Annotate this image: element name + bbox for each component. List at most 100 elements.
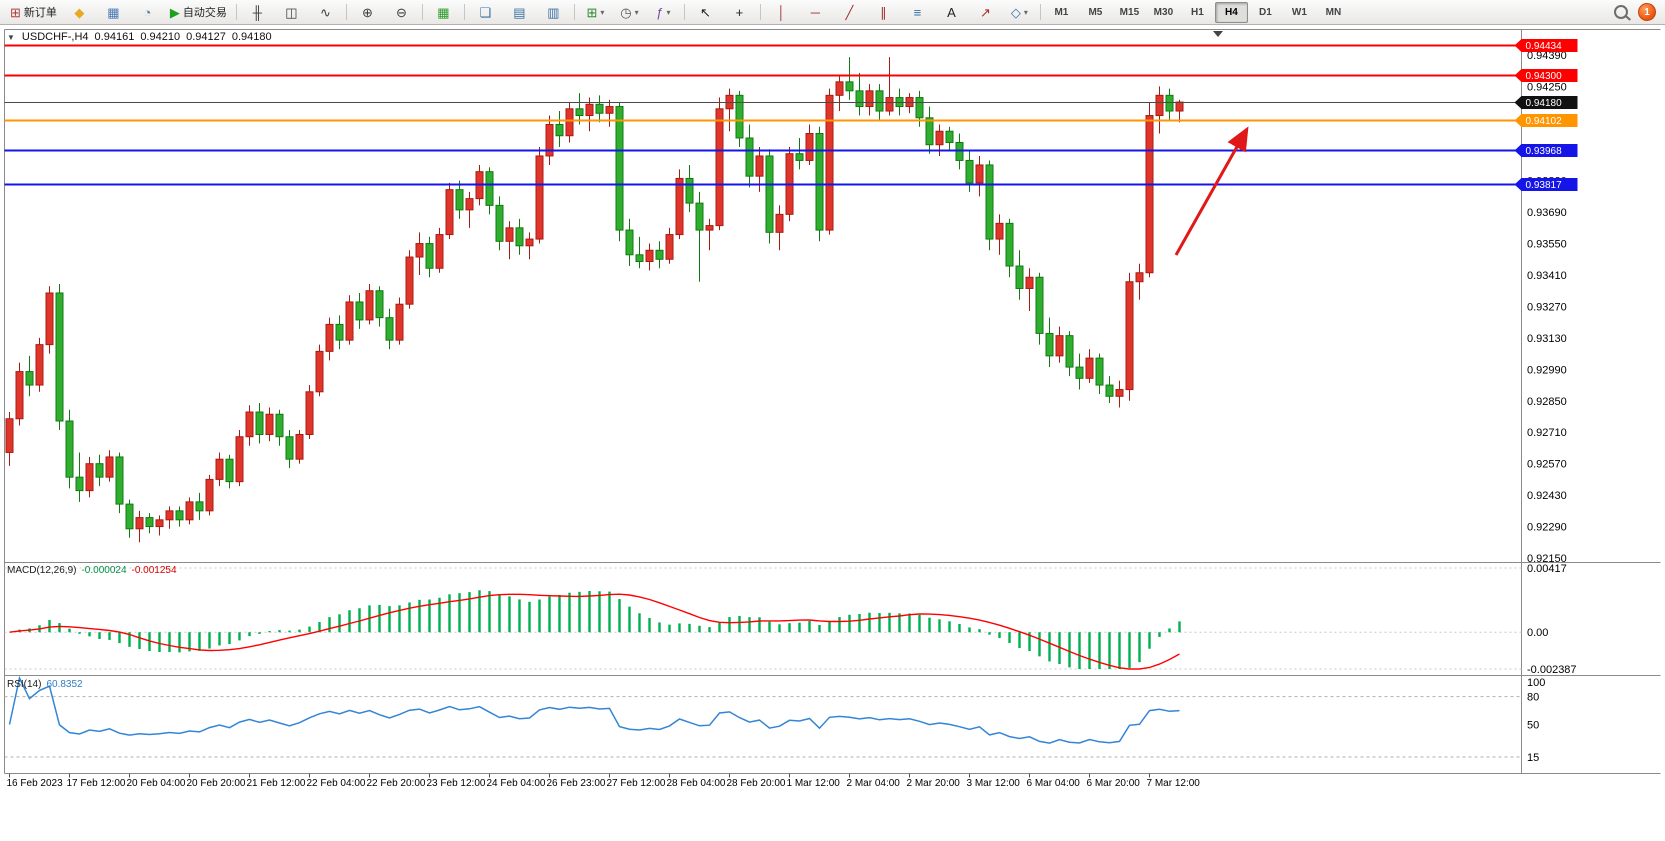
candle: [745, 137, 754, 177]
bar-chart-button[interactable]: ╫: [241, 1, 274, 24]
indicators-list-icon: ƒ: [656, 4, 664, 20]
time-axis-label: 2 Mar 20:00: [907, 778, 961, 789]
toolbar-separator: [759, 4, 761, 20]
candle: [735, 94, 744, 139]
candle: [335, 323, 344, 341]
timeframe-h4-button[interactable]: H4: [1214, 1, 1248, 23]
fibonacci-tool-button[interactable]: ≡: [901, 1, 934, 24]
candle: [935, 130, 944, 146]
timeframe-mn-button[interactable]: MN: [1325, 6, 1342, 18]
time-axis-label: 7 Mar 12:00: [1147, 778, 1201, 789]
rsi-axis-label: 50: [1527, 720, 1539, 732]
candle: [435, 234, 444, 269]
autotrading-button[interactable]: ▶ 自动交易: [165, 1, 232, 24]
timeframe-w1-button[interactable]: W1: [1291, 6, 1307, 18]
timeframe-m15-button[interactable]: M15: [1119, 6, 1140, 18]
zoom-in-button[interactable]: ⊕: [351, 1, 384, 24]
metaeditor-button[interactable]: ◆: [63, 1, 96, 24]
candle: [845, 81, 854, 92]
candle: [315, 350, 324, 393]
candle: [465, 198, 474, 211]
candle: [65, 420, 74, 478]
cursor-tool-button[interactable]: ↖: [689, 1, 722, 24]
candle: [195, 501, 204, 512]
timeframe-m1-button[interactable]: M1: [1054, 6, 1069, 18]
price-axis-label: 0.92570: [1527, 459, 1567, 471]
line-chart-button[interactable]: ∿: [309, 1, 342, 24]
new-chart-caret-icon: ▾: [600, 7, 605, 17]
candle: [615, 106, 624, 231]
tile-horizontally-button[interactable]: ▤: [503, 1, 536, 24]
candle: [555, 124, 564, 137]
arrows-tool-button[interactable]: ↗: [969, 1, 1002, 24]
chart-canvas[interactable]: 0.943900.942500.941100.939700.938300.936…: [0, 25, 1665, 841]
market-watch-button[interactable]: ▦: [97, 1, 130, 24]
timeframe-m30-button[interactable]: M30: [1153, 6, 1174, 18]
cascade-windows-icon: ❏: [479, 4, 492, 20]
tile-vertically-button[interactable]: ▥: [537, 1, 570, 24]
candle: [345, 301, 354, 341]
candle: [965, 159, 974, 184]
profiles-button[interactable]: ◷ ▾: [613, 1, 646, 24]
tile-windows-button[interactable]: ▦: [427, 1, 460, 24]
candle: [275, 413, 284, 438]
rsi-line: [8, 675, 1180, 744]
candle: [105, 456, 114, 478]
candle: [795, 153, 804, 161]
indicators-list-button[interactable]: ƒ ▾: [647, 1, 680, 24]
trendline-tool-button[interactable]: ╱: [833, 1, 866, 24]
timeframe-m5-button[interactable]: M5: [1088, 6, 1103, 18]
orange-level-line-price-label: 0.94102: [1526, 116, 1563, 127]
trendline-tool-icon: ╱: [845, 4, 854, 20]
candle: [285, 436, 294, 460]
timeframe-d1-button[interactable]: D1: [1259, 6, 1272, 18]
candle: [155, 519, 164, 528]
toolbar-separator: [421, 4, 423, 20]
candle: [855, 90, 864, 108]
autotrading-label: 自动交易: [182, 7, 227, 19]
search-button[interactable]: [1614, 5, 1628, 19]
support-line-upper-label-box: [1521, 144, 1578, 157]
new-order-button[interactable]: ⊞ 新订单: [5, 1, 62, 24]
macd-axis-label: 0.00417: [1527, 563, 1567, 575]
price-axis-label: 0.93550: [1527, 239, 1567, 251]
candle: [295, 433, 304, 460]
horizontal-line-tool-button[interactable]: ─: [799, 1, 832, 24]
candle: [175, 510, 184, 521]
crosshair-tool-button[interactable]: +: [723, 1, 756, 24]
chart-shift-marker[interactable]: [1213, 31, 1223, 37]
one-click-trading-toggle-icon[interactable]: ▼: [7, 32, 15, 42]
price-axis-label: 0.92850: [1527, 396, 1567, 408]
notification-badge[interactable]: 1: [1638, 3, 1656, 21]
new-chart-button[interactable]: ⊞ ▾: [579, 1, 612, 24]
trend-arrow[interactable]: [1174, 126, 1249, 256]
candle: [1135, 272, 1144, 283]
cascade-windows-button[interactable]: ❏: [469, 1, 502, 24]
zoom-out-button[interactable]: ⊖: [385, 1, 418, 24]
time-axis-label: 26 Feb 23:00: [547, 778, 606, 789]
orange-level-line-label-box: [1521, 114, 1578, 127]
equidistant-channel-tool-button[interactable]: ∥: [867, 1, 900, 24]
timeframe-h1-button[interactable]: H1: [1191, 6, 1204, 18]
strategy-tester-button[interactable]: ◔: [131, 1, 164, 24]
candle: [215, 458, 224, 480]
candle: [125, 503, 134, 530]
candle: [505, 227, 514, 242]
candle: [245, 411, 254, 438]
ohlc-close-value: 0.94180: [231, 31, 272, 43]
time-axis-label: 28 Feb 04:00: [667, 778, 726, 789]
time-axis-label: 28 Feb 20:00: [727, 778, 786, 789]
price-axis-label: 0.92150: [1527, 553, 1567, 565]
resistance-line-lower-label-box: [1521, 69, 1578, 82]
candle: [945, 130, 954, 143]
candle: [605, 106, 614, 114]
text-tool-button[interactable]: A: [935, 1, 968, 24]
shapes-tool-button[interactable]: ◇ ▾: [1003, 1, 1036, 24]
candle: [765, 155, 774, 233]
text-tool-icon: A: [947, 4, 956, 20]
candlestick-chart-button[interactable]: ◫: [275, 1, 308, 24]
tile-horizontally-icon: ▤: [513, 4, 526, 20]
vertical-line-tool-button[interactable]: │: [765, 1, 798, 24]
new-chart-icon: ⊞: [586, 4, 598, 20]
candle: [1105, 384, 1114, 397]
